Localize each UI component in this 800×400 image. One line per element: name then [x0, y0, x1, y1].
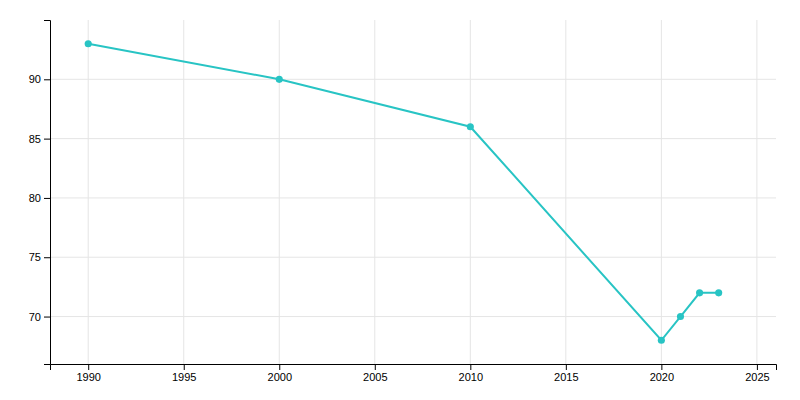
y-tick: 90 — [29, 73, 50, 85]
x-tick-mark — [279, 364, 280, 370]
x-tick: 2000 — [268, 364, 292, 383]
line — [88, 44, 718, 341]
point — [658, 337, 665, 344]
y-axis: 70 75 80 85 90 — [29, 21, 51, 365]
y-axis-line — [44, 21, 51, 365]
x-tick-label: 2010 — [459, 371, 483, 383]
y-grid-line — [50, 257, 776, 258]
point — [85, 40, 92, 47]
x-grid-line — [279, 20, 280, 364]
x-axis: 1990 1995 2000 2005 2010 2015 2020 2025 — [51, 364, 777, 383]
x-tick-label: 2025 — [745, 371, 769, 383]
x-grid-line — [756, 20, 757, 364]
x-tick-mark — [661, 364, 662, 370]
y-tick-label: 80 — [29, 192, 41, 204]
x-grid-line — [661, 20, 662, 364]
x-tick-mark — [470, 364, 471, 370]
x-axis-line — [51, 365, 777, 371]
chart-container: 1990 1995 2000 2005 2010 2015 2020 2025 70 75 80 85… — [0, 0, 800, 400]
x-tick-label: 1995 — [172, 371, 196, 383]
x-tick-mark — [757, 364, 758, 370]
y-tick-mark — [44, 198, 50, 199]
x-tick: 1995 — [172, 364, 196, 383]
point — [677, 313, 684, 320]
x-grid-line — [470, 20, 471, 364]
x-tick-mark — [375, 364, 376, 370]
x-tick-label: 2000 — [268, 371, 292, 383]
x-tick-mark — [88, 364, 89, 370]
y-tick: 70 — [29, 311, 50, 323]
y-tick-label: 85 — [29, 133, 41, 145]
y-tick-label: 90 — [29, 73, 41, 85]
y-grid-line — [50, 79, 776, 80]
x-tick-mark — [184, 364, 185, 370]
x-tick: 2005 — [363, 364, 387, 383]
y-grid-line — [50, 316, 776, 317]
x-tick-label: 2015 — [554, 371, 578, 383]
x-tick-label: 2005 — [363, 371, 387, 383]
x-grid-line — [565, 20, 566, 364]
point — [715, 289, 722, 296]
point — [467, 123, 474, 130]
y-tick: 85 — [29, 133, 50, 145]
y-tick-mark — [44, 139, 50, 140]
y-tick-mark — [44, 79, 50, 80]
plot-area — [85, 40, 723, 344]
y-tick-mark — [44, 257, 50, 258]
x-tick: 2025 — [745, 364, 769, 383]
y-tick-mark — [44, 317, 50, 318]
x-grid-line — [183, 20, 184, 364]
y-grid-line — [50, 138, 776, 139]
x-grid-line — [374, 20, 375, 364]
y-tick-label: 70 — [29, 311, 41, 323]
grid — [50, 20, 776, 364]
x-tick: 2020 — [650, 364, 674, 383]
x-tick-mark — [566, 364, 567, 370]
x-tick-label: 1990 — [76, 371, 100, 383]
x-tick: 1990 — [76, 364, 100, 383]
point — [276, 76, 283, 83]
x-tick: 2010 — [459, 364, 483, 383]
x-grid-line — [88, 20, 89, 364]
chart: 1990 1995 2000 2005 2010 2015 2020 2025 70 75 80 85… — [0, 0, 800, 400]
y-grid-line — [50, 197, 776, 198]
y-tick: 75 — [29, 251, 50, 263]
x-tick: 2015 — [554, 364, 578, 383]
point — [696, 289, 703, 296]
x-tick-label: 2020 — [650, 371, 674, 383]
y-tick: 80 — [29, 192, 50, 204]
y-tick-label: 75 — [29, 251, 41, 263]
